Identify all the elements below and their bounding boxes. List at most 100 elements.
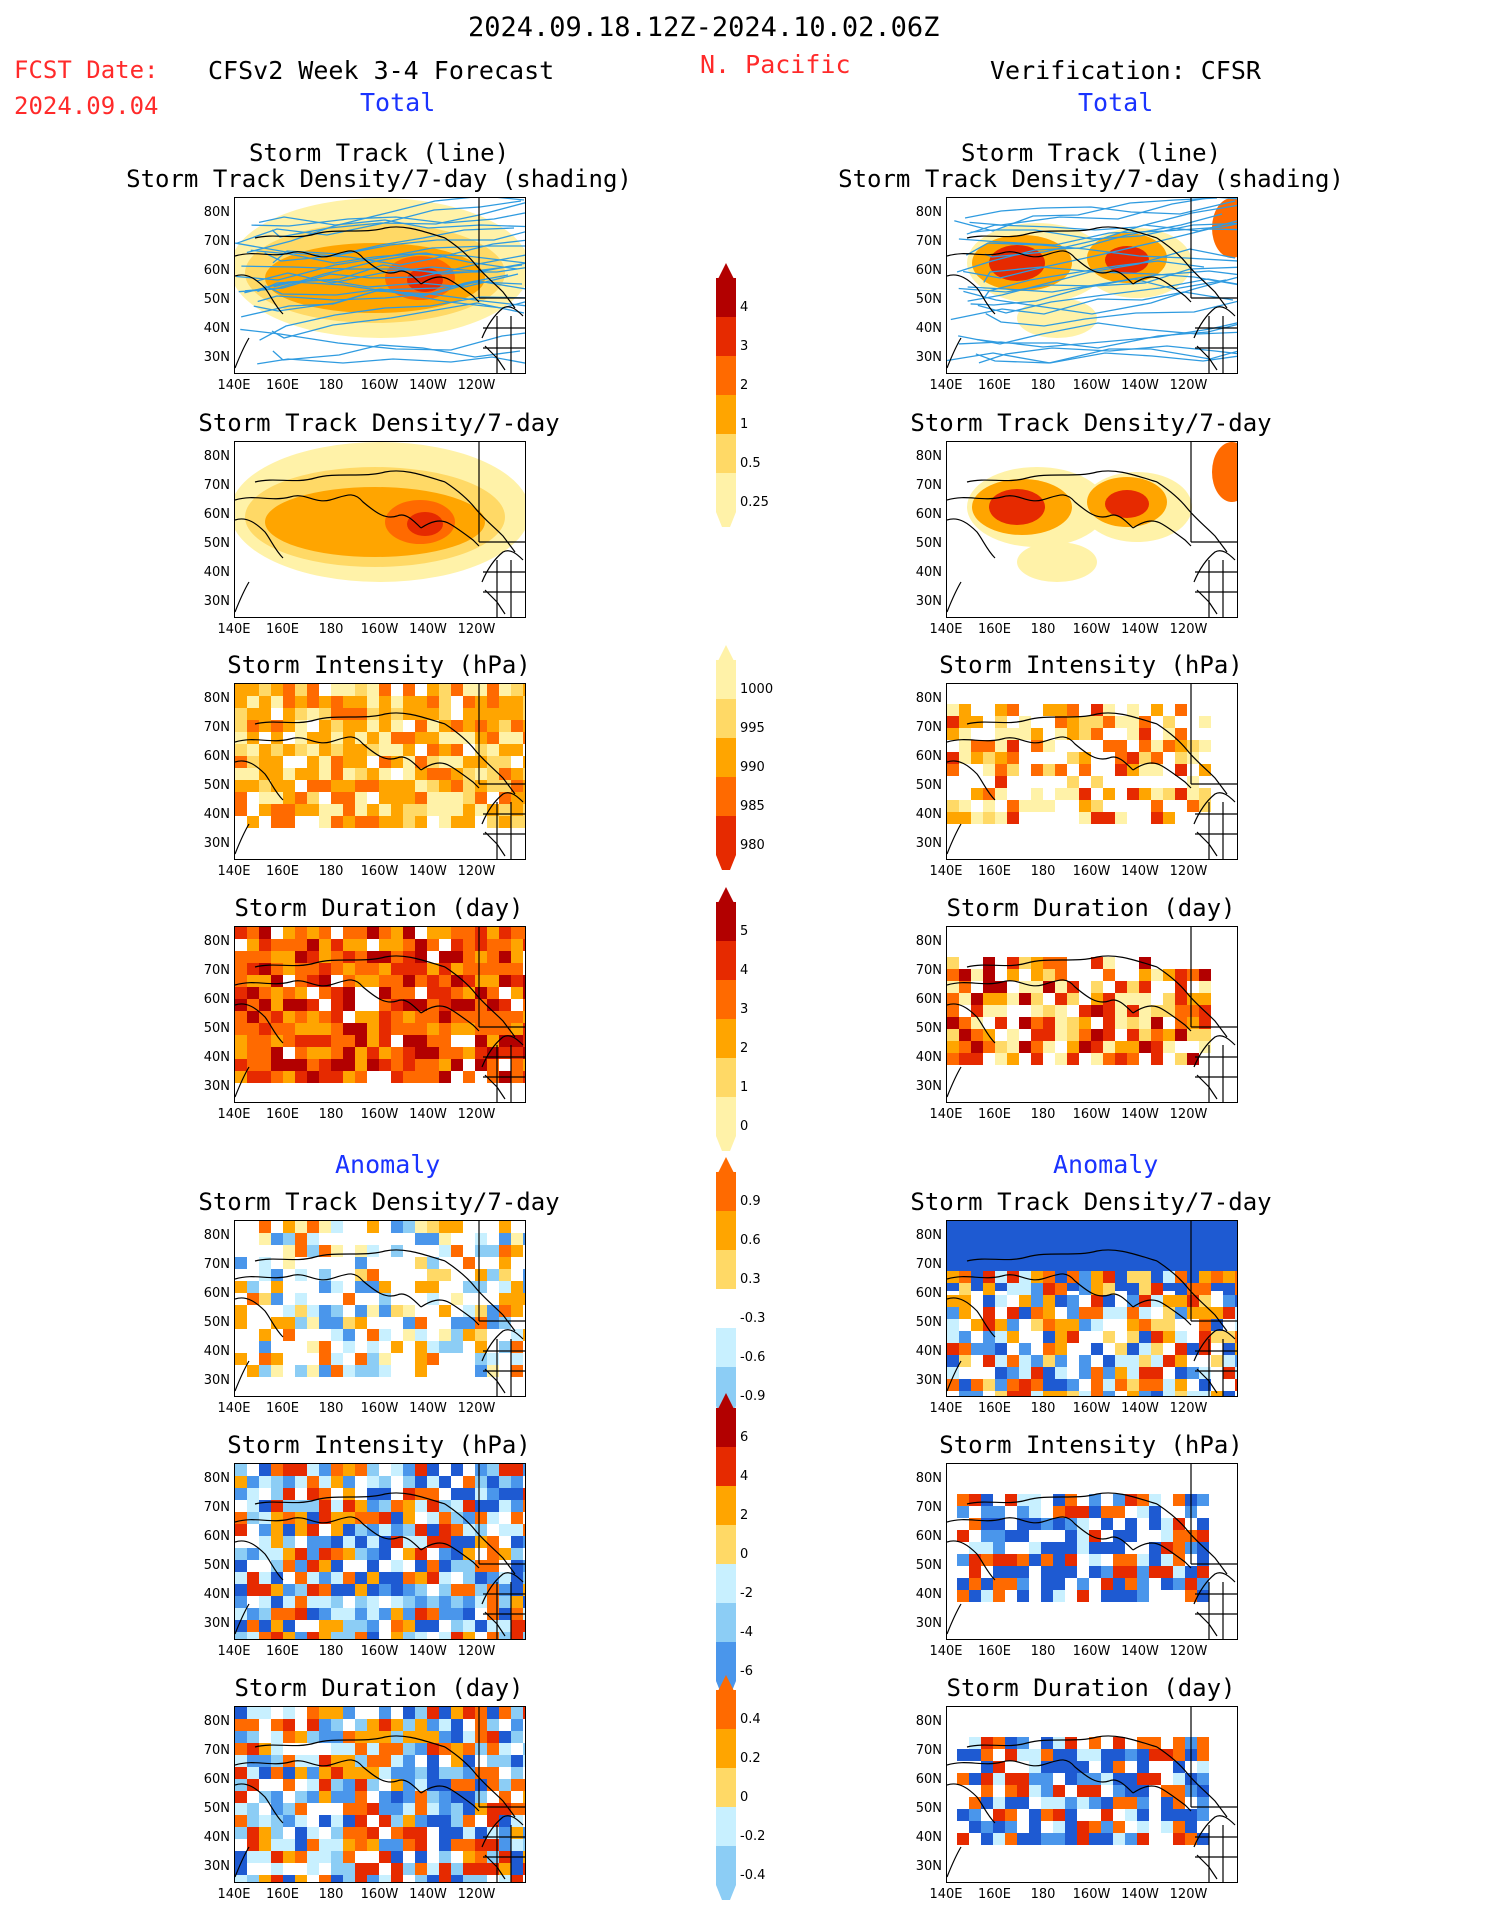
- lat-tick-label: 60N: [203, 1529, 230, 1544]
- lon-tick-label: 180: [1030, 864, 1056, 879]
- lat-tick-label: 30N: [915, 350, 942, 365]
- colorbar-tick-label: -6: [740, 1664, 753, 1679]
- lon-tick-label: 120W: [457, 1887, 496, 1902]
- lat-tick-label: 70N: [915, 1500, 942, 1515]
- lat-tick-label: 60N: [203, 749, 230, 764]
- lon-tick-label: 140E: [929, 864, 963, 879]
- lon-tick-label: 120W: [457, 622, 496, 637]
- lat-tick-label: 30N: [915, 1079, 942, 1094]
- lat-tick-label: 80N: [203, 1228, 230, 1243]
- lon-tick-label: 180: [1030, 378, 1056, 393]
- lon-tick-label: 160W: [360, 864, 399, 879]
- lon-tick-label: 140E: [217, 1107, 251, 1122]
- date-range-title: 2024.09.18.12Z-2024.10.02.06Z: [468, 12, 940, 43]
- lon-tick-label: 140E: [929, 1107, 963, 1122]
- lat-tick-label: 60N: [203, 1286, 230, 1301]
- lat-tick-label: 70N: [203, 234, 230, 249]
- colorbar-tick-label: 0: [740, 1547, 749, 1562]
- lon-tick-label: 140W: [1121, 1644, 1159, 1659]
- colorbar-tick-label: 0: [740, 1119, 749, 1134]
- lon-tick-label: 140E: [217, 1887, 251, 1902]
- colorbar-tick-label: 0.6: [740, 1233, 761, 1248]
- right-total-label: Total: [1078, 88, 1154, 117]
- lat-tick-label: 80N: [915, 205, 942, 220]
- lat-tick-label: 80N: [203, 691, 230, 706]
- lon-tick-label: 140W: [1121, 378, 1159, 393]
- lat-tick-label: 60N: [915, 1286, 942, 1301]
- lat-tick-label: 50N: [915, 778, 942, 793]
- lat-tick-label: 80N: [915, 1471, 942, 1486]
- colorbar-tick-label: -0.3: [740, 1311, 766, 1326]
- panel-title: Storm Track Density/7-day: [910, 409, 1272, 437]
- lon-tick-label: 120W: [1169, 1644, 1208, 1659]
- colorbar-svg: [716, 263, 736, 527]
- lat-tick-label: 50N: [915, 1801, 942, 1816]
- lon-tick-label: 160E: [977, 864, 1012, 879]
- colorbar-tick-label: 0.5: [740, 456, 761, 471]
- lat-tick-label: 30N: [203, 350, 230, 365]
- lon-tick-label: 180: [1030, 1401, 1056, 1416]
- map-svg: [235, 198, 525, 373]
- lat-tick-label: 60N: [203, 507, 230, 522]
- colorbar-tick-label: -4: [740, 1625, 753, 1640]
- lon-tick-label: 140W: [1121, 1401, 1159, 1416]
- panel-title: Storm Intensity (hPa): [227, 651, 531, 679]
- lat-tick-label: 70N: [203, 1743, 230, 1758]
- colorbar-tick-label: 0.3: [740, 1272, 761, 1287]
- lon-tick-label: 140E: [929, 378, 963, 393]
- map-svg: [947, 442, 1237, 617]
- panel-title: Storm Track Density/7-day: [910, 1188, 1272, 1216]
- map-plot-area: [234, 1706, 526, 1883]
- lon-tick-label: 180: [318, 378, 344, 393]
- lat-tick-label: 70N: [203, 720, 230, 735]
- lon-tick-label: 160E: [265, 1401, 300, 1416]
- lon-tick-label: 160E: [265, 864, 300, 879]
- lon-tick-label: 160W: [1072, 1644, 1111, 1659]
- lon-tick-label: 140W: [409, 1644, 447, 1659]
- map-plot-area: [946, 1463, 1238, 1640]
- lat-tick-label: 40N: [915, 1830, 942, 1845]
- lat-tick-label: 80N: [915, 691, 942, 706]
- colorbar-tick-label: 995: [740, 721, 765, 736]
- lat-tick-label: 60N: [915, 1529, 942, 1544]
- colorbar-tick-label: 0.9: [740, 1194, 761, 1209]
- lon-tick-label: 160E: [265, 1644, 300, 1659]
- colorbar-tick-label: 2: [740, 1508, 749, 1523]
- lon-tick-label: 120W: [1169, 864, 1208, 879]
- lon-tick-label: 140W: [409, 1887, 447, 1902]
- map-svg: [947, 927, 1237, 1102]
- lon-tick-label: 160W: [360, 1401, 399, 1416]
- panel-title: Storm Intensity (hPa): [939, 1431, 1243, 1459]
- lat-tick-label: 50N: [203, 536, 230, 551]
- map-plot-area: [946, 441, 1238, 618]
- lon-tick-label: 160W: [1072, 864, 1111, 879]
- panel-title: Storm Track Density/7-day: [198, 409, 560, 437]
- lat-tick-label: 40N: [915, 321, 942, 336]
- lat-tick-label: 30N: [915, 1373, 942, 1388]
- lat-tick-label: 50N: [203, 1021, 230, 1036]
- lon-tick-label: 160W: [1072, 378, 1111, 393]
- lat-tick-label: 50N: [915, 292, 942, 307]
- left-anomaly-label: Anomaly: [335, 1150, 441, 1179]
- lat-tick-label: 50N: [915, 536, 942, 551]
- fcst-date-label: FCST Date:: [14, 56, 159, 84]
- lon-tick-label: 140E: [929, 622, 963, 637]
- lat-tick-label: 50N: [203, 1558, 230, 1573]
- colorbar-tick-label: 1: [740, 417, 749, 432]
- lat-tick-label: 70N: [203, 1257, 230, 1272]
- map-svg: [947, 684, 1237, 859]
- lat-tick-label: 60N: [915, 749, 942, 764]
- lat-tick-label: 40N: [203, 1587, 230, 1602]
- lon-tick-label: 120W: [1169, 1887, 1208, 1902]
- lat-tick-label: 30N: [915, 1616, 942, 1631]
- map-plot-area: [234, 1220, 526, 1397]
- lon-tick-label: 180: [318, 864, 344, 879]
- lat-tick-label: 30N: [915, 836, 942, 851]
- lat-tick-label: 40N: [203, 807, 230, 822]
- map-svg: [947, 1221, 1237, 1396]
- lat-tick-label: 80N: [915, 934, 942, 949]
- map-svg: [235, 927, 525, 1102]
- colorbar-tick-label: 4: [740, 300, 749, 315]
- lon-tick-label: 180: [1030, 1107, 1056, 1122]
- map-svg: [947, 198, 1237, 373]
